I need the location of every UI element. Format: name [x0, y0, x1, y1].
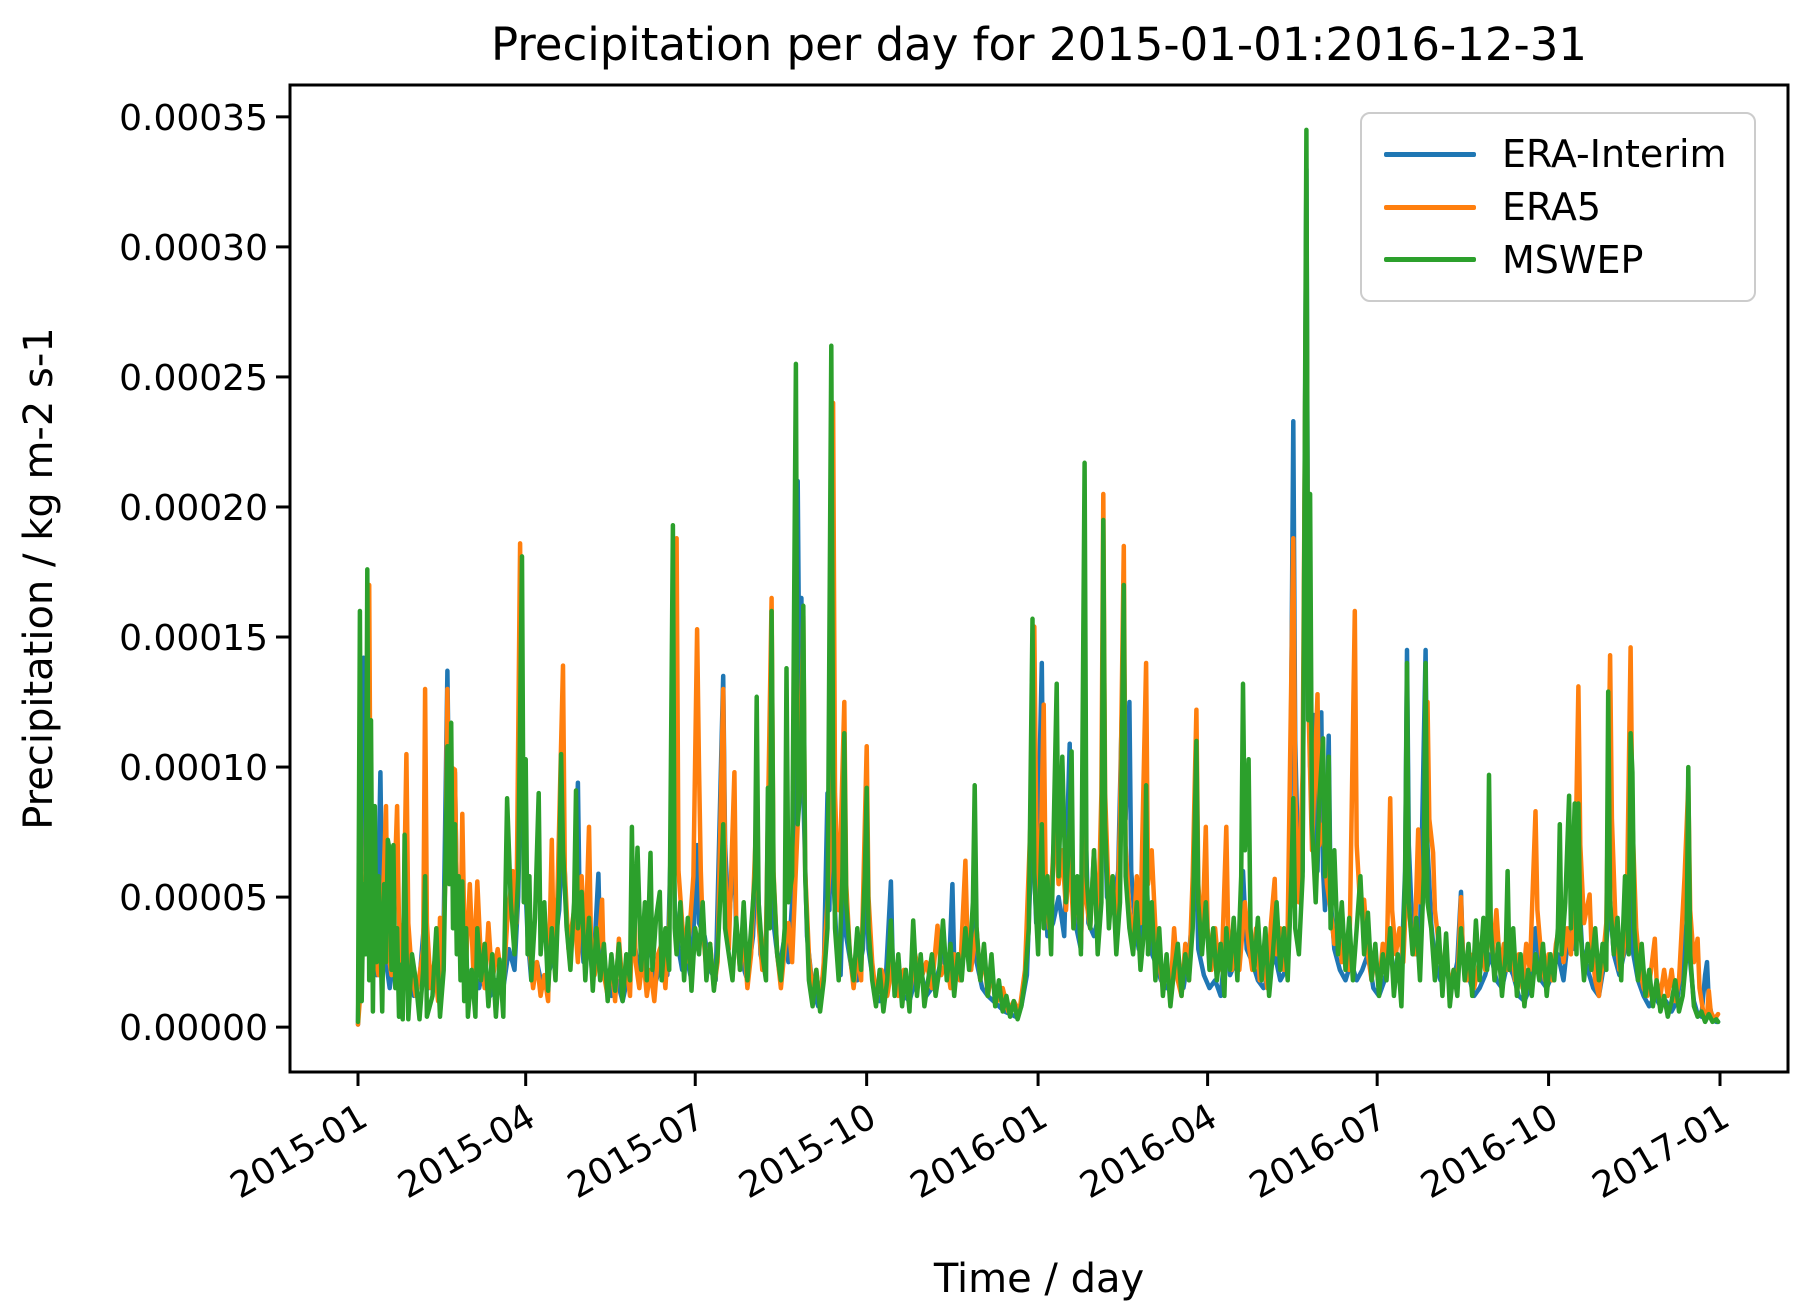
x-tick-label: 2016-01 [904, 1096, 1055, 1207]
chart-title: Precipitation per day for 2015-01-01:201… [490, 18, 1588, 71]
era5-line-swatch [1384, 204, 1476, 210]
legend-label: ERA5 [1502, 185, 1602, 229]
series-line-mswep [355, 127, 1721, 1025]
y-tick-label: 0.00035 [119, 98, 268, 139]
era-interim-line-swatch [1384, 151, 1476, 157]
x-tick-label: 2015-04 [391, 1096, 542, 1207]
x-tick-label: 2017-01 [1586, 1096, 1737, 1207]
mswep-line-swatch [1384, 257, 1476, 263]
x-tick-label: 2016-07 [1243, 1096, 1394, 1207]
legend: ERA-Interim ERA5 MSWEP [1360, 112, 1756, 302]
x-tick-label: 2015-10 [732, 1096, 883, 1207]
legend-label: ERA-Interim [1502, 132, 1727, 177]
x-tick-label: 2016-10 [1414, 1096, 1565, 1207]
legend-item-era-interim: ERA-Interim [1374, 128, 1734, 181]
x-axis-label: Time / day [933, 1256, 1144, 1302]
legend-item-mswep: MSWEP [1374, 233, 1734, 286]
y-tick-label: 0.00020 [119, 488, 268, 529]
x-tick-label: 2015-07 [561, 1096, 712, 1207]
legend-item-era5: ERA5 [1374, 181, 1734, 234]
legend-label: MSWEP [1502, 237, 1644, 282]
y-axis-label: Precipitation / kg m-2 s-1 [16, 327, 62, 829]
x-tick-label: 2015-01 [224, 1096, 375, 1207]
y-tick-label: 0.00000 [119, 1008, 268, 1049]
y-tick-label: 0.00030 [119, 228, 268, 269]
y-tick-label: 0.00025 [119, 358, 268, 399]
y-tick-label: 0.00010 [119, 748, 268, 789]
y-tick-label: 0.00015 [119, 618, 268, 659]
y-tick-label: 0.00005 [119, 878, 268, 919]
x-tick-label: 2016-04 [1073, 1096, 1224, 1207]
